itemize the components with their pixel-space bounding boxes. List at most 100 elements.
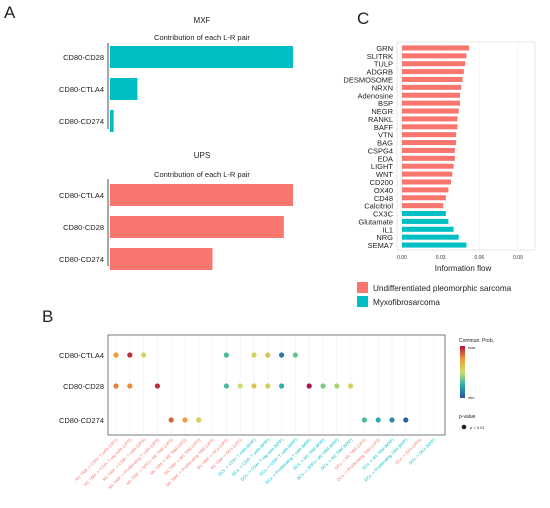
pvalue-label: p < 0.01 (470, 425, 485, 430)
panel-b-dot (389, 417, 395, 423)
commun-prob-max: max (468, 345, 476, 350)
panel-c-label-calcitriol: Calcitriol (364, 202, 393, 211)
panel-b-dot (127, 352, 133, 358)
panel-b-dot (334, 383, 340, 389)
panel-b-dot (306, 383, 312, 389)
panel-b-row-cd80-cd274: CD80-CD274 (59, 416, 104, 425)
panel-c-bar-light (402, 163, 454, 169)
ups-title: UPS (194, 151, 210, 160)
panel-c-label-adenosine: Adenosine (358, 91, 393, 100)
panel-c-xtick: 0.03 (436, 255, 446, 261)
panel-b-dot (127, 383, 133, 389)
commun-prob-colorbar (460, 346, 465, 398)
panel-b-dot (237, 383, 243, 389)
panel-c-label-baff: BAFF (374, 123, 394, 132)
mxf-bar-cd80-cd28 (110, 46, 293, 68)
panel-b-dot (279, 352, 285, 358)
panel-c-label-bsp: BSP (378, 99, 393, 108)
panel-c-bar-ox40 (402, 187, 449, 193)
panel-b-dot (141, 352, 147, 358)
panel-c-bar-cd48 (402, 195, 446, 201)
panel-b-dot (279, 383, 285, 389)
panel-c-xtick: 0.06 (474, 255, 484, 261)
panel-c-label-tulp: TULP (374, 60, 393, 69)
panel-c-xtick: 0.00 (397, 255, 407, 261)
panel-c-bar-baff (402, 124, 458, 130)
panel-label-a: A (4, 3, 16, 22)
ups-bar-cd80-cd28 (110, 216, 284, 238)
panel-c-bar-adenosine (402, 92, 460, 98)
mxf-bar-cd80-cd274 (110, 110, 114, 132)
panel-c-bar-wnt (402, 171, 453, 177)
panel-c-label-cx3c: CX3C (373, 210, 394, 219)
panel-c-label-adgrb: ADGRB (366, 68, 393, 77)
panel-b-dot (196, 417, 202, 423)
panel-b-dot (265, 383, 271, 389)
panel-label-c: C (357, 9, 369, 28)
mxf-label-cd80-cd274: CD80-CD274 (59, 117, 104, 126)
panel-b-dot (348, 383, 354, 389)
panel-c-bar-glutamate (402, 218, 449, 224)
panel-label-b: B (42, 307, 53, 326)
panel-b-dot (113, 383, 119, 389)
panel-b-dot (251, 352, 257, 358)
panel-c-label-cd200: CD200 (370, 178, 393, 187)
panel-c-bar-eda (402, 155, 455, 161)
legend-swatch-0 (357, 282, 368, 293)
panel-a-ups: UPS Contribution of each L-R pair CD80-C… (59, 151, 293, 270)
panel-b-dot (154, 383, 160, 389)
panel-c-label-il1: IL1 (383, 225, 393, 234)
panel-c-bar-calcitriol (402, 203, 444, 209)
panel-c: GRNSLITRKTULPADGRBDESMOSOMENRXNAdenosine… (343, 41, 536, 307)
panel-b-dot (375, 417, 381, 423)
panel-b-column-label: DCs -> DCs (MXF) (408, 437, 437, 466)
panel-c-label-desmosome: DESMOSOME (343, 75, 393, 84)
panel-c-label-rankl: RANKL (368, 115, 393, 124)
legend-swatch-1 (357, 296, 368, 307)
panel-c-bar-tulp (402, 61, 466, 67)
panel-b-dot (113, 352, 119, 358)
panel-c-label-eda: EDA (378, 154, 393, 163)
panel-c-bar-nrxn (402, 84, 462, 90)
panel-c-label-nrg: NRG (376, 233, 393, 242)
panel-c-bar-il1 (402, 226, 454, 232)
panel-c-bar-cspg4 (402, 147, 455, 153)
panel-c-bar-cd200 (402, 179, 451, 185)
panel-c-label-wnt: WNT (376, 170, 393, 179)
panel-c-bar-negr (402, 108, 459, 114)
panel-b-row-cd80-ctla4: CD80-CTLA4 (59, 351, 104, 360)
ups-label-cd80-cd28: CD80-CD28 (63, 223, 104, 232)
panel-c-label-light: LIGHT (371, 162, 394, 171)
panel-c-bar-adgrb (402, 69, 464, 75)
panel-c-label-sema7: SEMA7 (368, 241, 393, 250)
panel-b-dot (251, 383, 257, 389)
panel-b-dot (182, 417, 188, 423)
panel-c-label-vtn: VTN (378, 131, 393, 140)
panel-c-label-glutamate: Glutamate (358, 217, 393, 226)
panel-c-label-grn: GRN (376, 44, 393, 53)
commun-prob-title: Commun. Prob. (459, 338, 494, 344)
panel-c-label-slitrk: SLITRK (367, 52, 393, 61)
panel-c-bar-grn (402, 45, 470, 51)
panel-c-bar-bsp (402, 100, 460, 106)
panel-c-xtick: 0.09 (513, 255, 523, 261)
panel-c-label-negr: NEGR (371, 107, 393, 116)
panel-b-dot (168, 417, 174, 423)
pvalue-dot (461, 424, 467, 430)
ups-subtitle: Contribution of each L-R pair (154, 170, 250, 179)
mxf-bar-cd80-ctla4 (110, 78, 138, 100)
panel-b-dot (361, 417, 367, 423)
panel-b-dot (403, 417, 409, 423)
panel-c-plot-area (396, 41, 536, 251)
panel-c-bar-slitrk (402, 53, 467, 59)
panel-b-row-cd80-cd28: CD80-CD28 (63, 382, 104, 391)
panel-c-bar-cx3c (402, 210, 446, 217)
panel-c-label-nrxn: NRXN (372, 83, 393, 92)
commun-prob-min: min (468, 395, 474, 400)
panel-c-bar-bag (402, 140, 457, 146)
panel-c-label-cd48: CD48 (374, 194, 393, 203)
legend-label-1: Myxofibrosarcoma (373, 298, 440, 307)
pvalue-title: p-value (459, 414, 476, 420)
ups-label-cd80-ctla4: CD80-CTLA4 (59, 191, 104, 200)
